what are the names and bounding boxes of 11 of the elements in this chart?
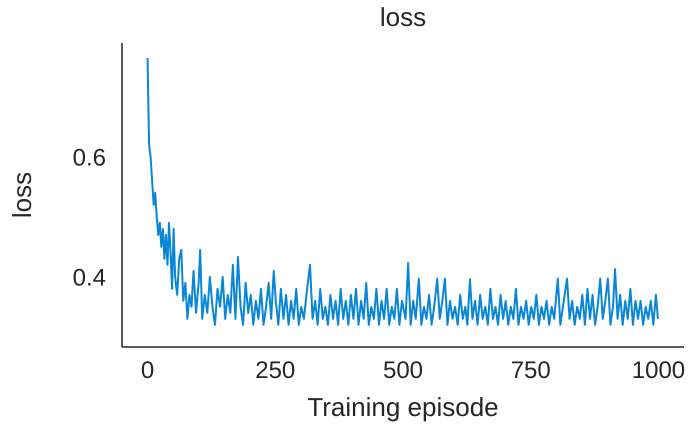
chart-title: loss — [378, 2, 428, 33]
x-tick-label: 750 — [510, 357, 551, 384]
y-tick-label: 0.4 — [72, 264, 106, 292]
x-tick-label: 0 — [140, 357, 154, 384]
x-axis-title: Training episode — [307, 392, 499, 422]
x-tick-label: 250 — [255, 357, 296, 384]
x-tick-label: 500 — [382, 357, 424, 384]
x-tick-label: 1000 — [632, 357, 686, 384]
y-axis-title: loss — [7, 172, 38, 218]
y-tick-label: 0.6 — [72, 144, 106, 172]
line-series — [146, 56, 659, 326]
